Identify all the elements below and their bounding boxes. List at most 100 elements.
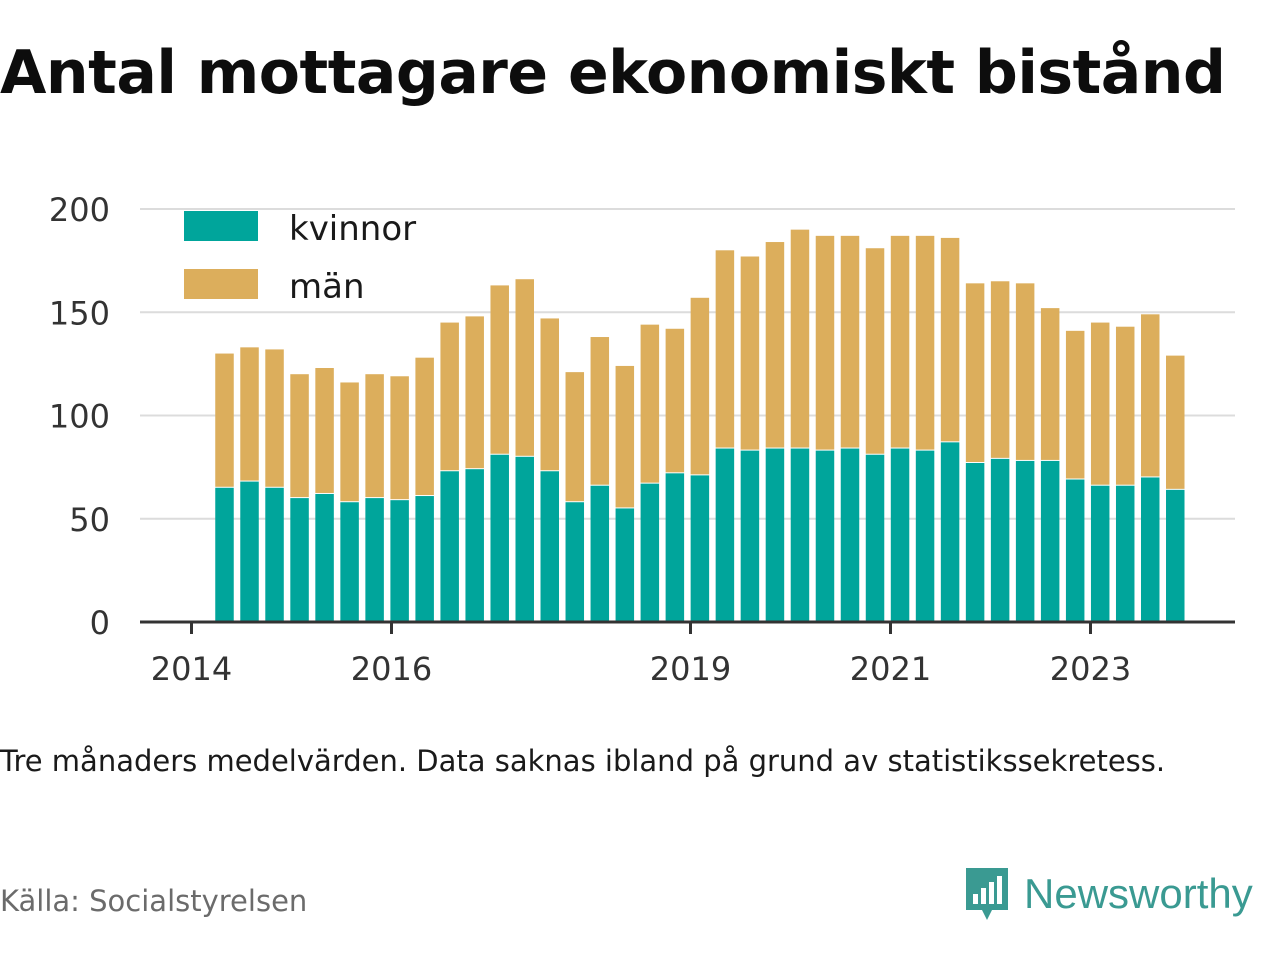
bar-kvinnor — [915, 450, 935, 622]
source-text: Källa: Socialstyrelsen — [0, 884, 308, 918]
chart-title: Antal mottagare ekonomiskt bistånd — [0, 38, 1226, 108]
bar-man — [365, 374, 384, 498]
bar-man — [915, 235, 935, 450]
bar-kvinnor — [1015, 460, 1035, 622]
bar-man — [890, 235, 910, 448]
bar-man — [565, 372, 585, 502]
bar-kvinnor — [1115, 485, 1135, 622]
bar-man — [590, 337, 610, 485]
bar-man — [615, 365, 635, 508]
stacked-bar-chart: 0 50 100 150 200 2014 2016 2019 2021 2023 kvinnor… — [49, 191, 1235, 688]
bar-man — [940, 237, 960, 442]
bar-kvinnor — [415, 496, 434, 622]
bar-man — [765, 242, 785, 448]
bar-kvinnor — [315, 493, 334, 622]
bar-man — [840, 235, 860, 448]
bar-man — [215, 353, 234, 487]
bar-man — [1166, 355, 1185, 489]
bar-man — [440, 322, 459, 471]
bar-man — [340, 382, 359, 502]
x-tick-label: 2021 — [850, 650, 931, 688]
x-tick-label: 2023 — [1050, 650, 1131, 688]
bar-kvinnor — [840, 448, 860, 622]
bar-kvinnor — [615, 508, 635, 622]
bar-kvinnor — [790, 448, 810, 622]
bar-man — [790, 229, 810, 448]
bar-kvinnor — [540, 471, 560, 622]
bar-man — [415, 357, 434, 496]
bar-man — [290, 374, 309, 498]
brand-name: Newsworthy — [1024, 870, 1253, 917]
bar-kvinnor — [1040, 460, 1060, 622]
bar-man — [1090, 322, 1110, 485]
bar-kvinnor — [765, 448, 785, 622]
bar-man — [865, 248, 885, 454]
bar-kvinnor — [740, 450, 760, 622]
bar-man — [1115, 326, 1135, 485]
bar-kvinnor — [440, 471, 459, 622]
y-tick-label: 200 — [49, 191, 110, 229]
bar-kvinnor — [340, 502, 359, 622]
y-tick-label: 0 — [90, 604, 110, 642]
bar-kvinnor — [715, 448, 735, 622]
bar-man — [690, 297, 710, 475]
y-tick-label: 50 — [69, 501, 110, 539]
y-tick-label: 150 — [49, 294, 110, 332]
legend-label: män — [289, 267, 365, 307]
legend: kvinnor män — [184, 209, 416, 307]
legend-swatch — [184, 269, 258, 299]
bar-kvinnor — [965, 462, 985, 622]
bar-kvinnor — [565, 502, 585, 622]
bar-man — [240, 347, 259, 481]
bar-man — [1040, 308, 1060, 460]
bar-man — [390, 376, 409, 500]
bar-man — [465, 316, 484, 469]
bar-kvinnor — [1140, 477, 1160, 622]
x-tick-label: 2014 — [151, 650, 232, 688]
bar-kvinnor — [290, 498, 309, 622]
bar-man — [990, 281, 1010, 458]
bar-man — [315, 368, 334, 493]
chart-note: Tre månaders medelvärden. Data saknas ib… — [0, 744, 1166, 778]
bar-kvinnor — [865, 454, 885, 622]
bar-kvinnor — [940, 442, 960, 622]
bar-kvinnor — [665, 473, 685, 622]
bar-man — [265, 349, 284, 487]
bar-man — [1140, 314, 1160, 477]
bar-kvinnor — [815, 450, 835, 622]
bar-man — [665, 328, 685, 473]
bar-kvinnor — [640, 483, 660, 622]
bar-kvinnor — [465, 469, 484, 622]
newsworthy-logo-icon — [966, 868, 1008, 920]
bar-kvinnor — [265, 487, 284, 622]
bars — [215, 229, 1185, 622]
bar-man — [965, 283, 985, 462]
x-tick-label: 2016 — [351, 650, 432, 688]
bar-kvinnor — [240, 481, 259, 622]
bar-kvinnor — [890, 448, 910, 622]
bar-man — [640, 324, 660, 483]
bar-kvinnor — [1090, 485, 1110, 622]
bar-kvinnor — [990, 458, 1010, 622]
axes: 0 50 100 150 200 2014 2016 2019 2021 2023 — [49, 191, 1235, 688]
bar-kvinnor — [1065, 479, 1085, 622]
bar-man — [490, 285, 509, 454]
bar-kvinnor — [215, 487, 234, 622]
bar-kvinnor — [515, 456, 534, 622]
newsworthy-brand[interactable]: Newsworthy — [962, 862, 1253, 926]
bar-man — [740, 256, 760, 450]
bar-kvinnor — [365, 498, 384, 622]
legend-label: kvinnor — [289, 209, 416, 249]
bar-kvinnor — [1166, 489, 1185, 622]
y-tick-label: 100 — [49, 398, 110, 436]
bar-kvinnor — [490, 454, 509, 622]
bar-man — [1065, 330, 1085, 479]
bar-kvinnor — [390, 500, 409, 622]
legend-swatch — [184, 211, 258, 241]
x-tick-label: 2019 — [650, 650, 731, 688]
bar-man — [515, 279, 534, 456]
bar-kvinnor — [690, 475, 710, 622]
bar-kvinnor — [590, 485, 610, 622]
bar-man — [715, 250, 735, 448]
bar-man — [1015, 283, 1035, 460]
